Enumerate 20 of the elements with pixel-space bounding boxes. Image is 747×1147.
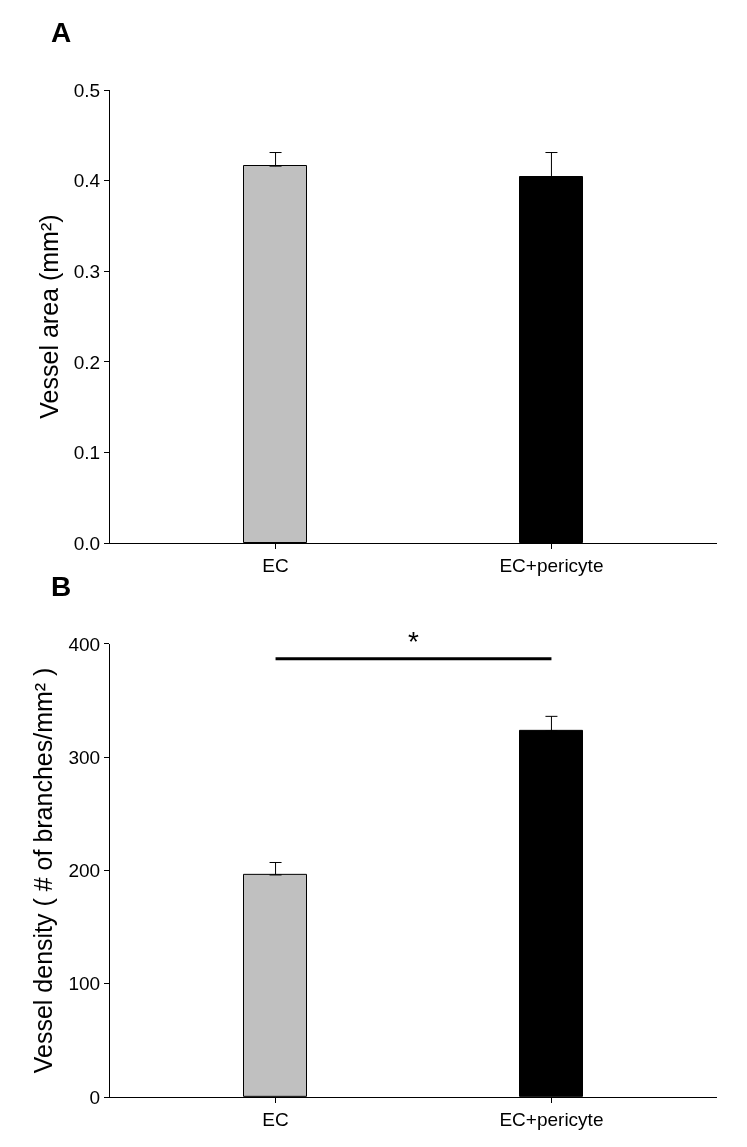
y-axis-title: Vessel density ( # of branches/mm² ) xyxy=(29,667,58,1074)
y-tick-label: 400 xyxy=(68,633,101,655)
y-tick-label: 100 xyxy=(68,973,101,995)
x-tick-label: EC xyxy=(262,1108,289,1130)
x-tick-label: EC+pericyte xyxy=(499,554,604,576)
x-tick-label: EC xyxy=(262,554,289,576)
chart-title: A xyxy=(51,17,72,48)
chart-title: B xyxy=(51,571,72,602)
y-tick-label: 0 xyxy=(89,1086,101,1108)
x-tick-label: EC+pericyte xyxy=(499,1108,604,1130)
y-tick-label: 0.0 xyxy=(73,532,101,554)
y-tick-label: 0.5 xyxy=(73,79,101,101)
y-tick-label: 0.4 xyxy=(73,170,101,192)
annotation: * xyxy=(408,626,419,657)
y-tick-label: 200 xyxy=(68,860,101,882)
y-axis-title: Vessel area (mm²) xyxy=(34,214,63,419)
y-tick-label: 0.2 xyxy=(73,351,101,373)
y-tick-label: 0.1 xyxy=(73,442,101,464)
y-tick-label: 300 xyxy=(68,746,101,768)
y-tick-label: 0.3 xyxy=(73,260,101,282)
